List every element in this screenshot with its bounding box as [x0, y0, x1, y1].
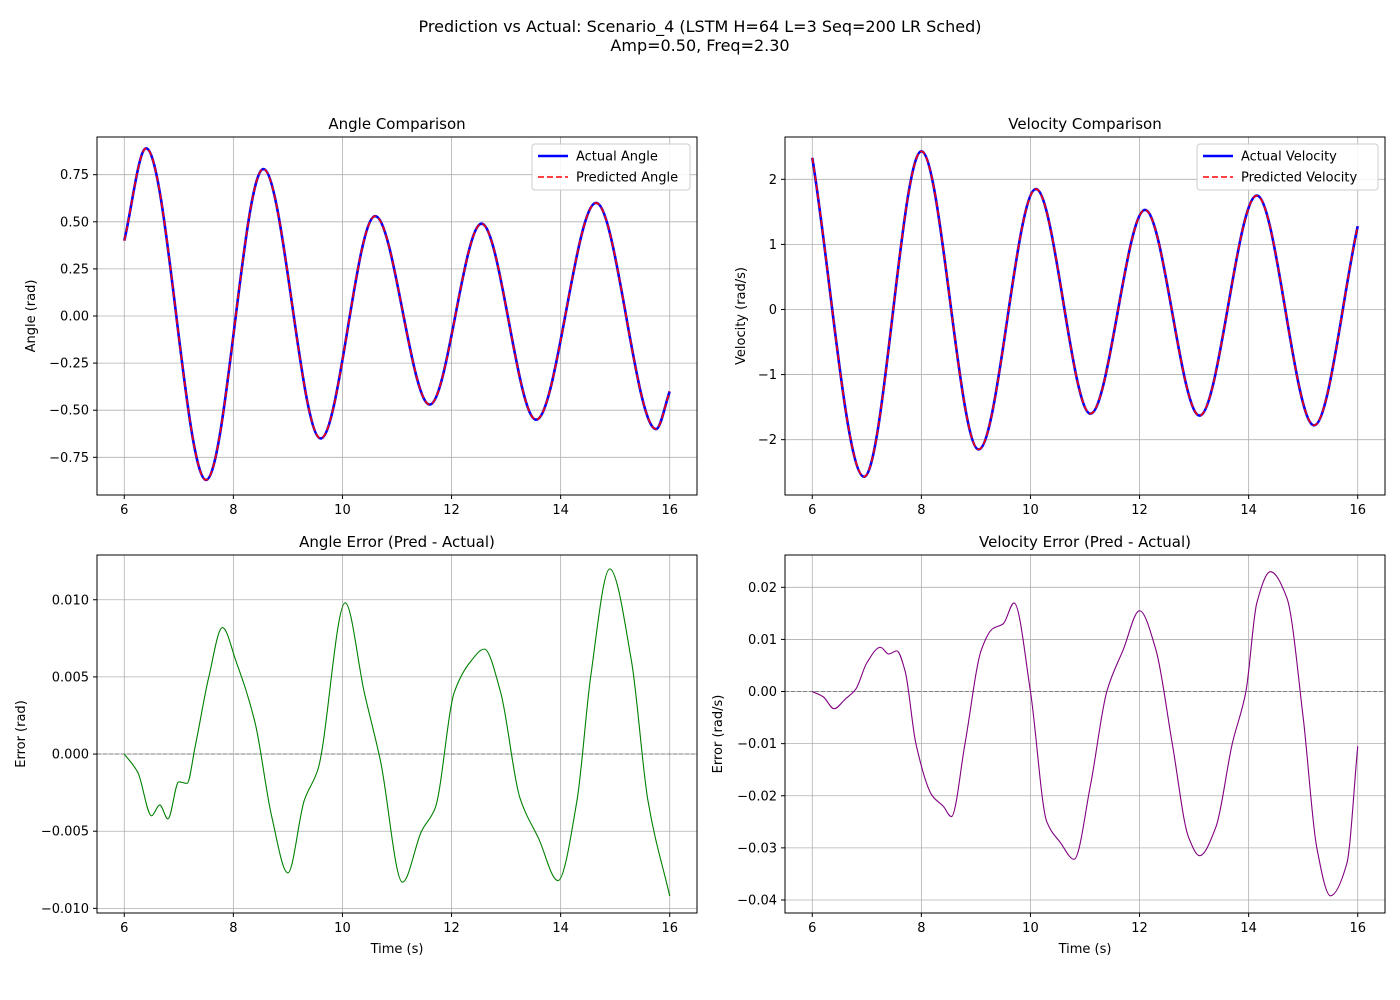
angle_error-x-tick-label: 8: [229, 921, 237, 936]
angle-y-tick-label: −0.75: [49, 451, 89, 466]
velocity_error-axes-frame: [784, 554, 1386, 914]
angle-panel-title: Angle Comparison: [328, 115, 465, 133]
velocity-x-tick-label: 12: [1131, 503, 1148, 518]
angle_error-x-axis-label: Time (s): [370, 942, 424, 957]
velocity-x-tick-label: 6: [808, 503, 816, 518]
velocity_error-x-tick-label: 14: [1240, 921, 1257, 936]
velocity-x-tick-label: 8: [917, 503, 925, 518]
velocity-y-axis-label: Velocity (rad/s): [734, 267, 749, 365]
angle-x-tick-label: 8: [229, 503, 237, 518]
velocity-plot-area: [785, 137, 1385, 495]
velocity_error-y-tick-label: −0.03: [737, 841, 777, 856]
figure-title-line-2: Amp=0.50, Freq=2.30: [610, 36, 789, 55]
velocity-legend: [1196, 143, 1379, 191]
velocity-error-panel: 6 8 10 12 14 16 −0.04 −0.03 −0.02 −0.01 0.00 0.01 0.…: [711, 533, 1386, 957]
angle_error-x-tick-label: 10: [334, 921, 351, 936]
velocity_error-y-tick-label: −0.02: [737, 789, 777, 804]
velocity-y-tick-label: −1: [758, 368, 777, 383]
velocity_error-y-tick-label: −0.04: [737, 893, 777, 908]
angle_error-series-line: [123, 568, 671, 897]
angle_error-axes-frame: [96, 554, 698, 914]
angle-y-tick-label: −0.50: [49, 404, 89, 419]
angle_error-y-tick-label: 0.005: [52, 670, 89, 685]
angle_error-y-axis-label: Error (rad): [14, 700, 29, 768]
angle-x-tick-label: 6: [120, 503, 128, 518]
velocity-y-tick-label: −2: [758, 433, 777, 448]
velocity-x-tick-label: 16: [1349, 503, 1366, 518]
velocity_error-x-axis-label: Time (s): [1058, 942, 1112, 957]
angle_error-y-tick-label: 0.010: [52, 593, 89, 608]
velocity_error-panel-title: Velocity Error (Pred - Actual): [979, 533, 1191, 551]
velocity_error-y-tick-label: 0.02: [748, 581, 777, 596]
angle-comparison-panel: 6 8 10 12 14 16 −0.75 −0.50 −0.25 0.00 0.25 0.50 0.7…: [24, 115, 698, 518]
angle_error-y-tick-label: 0.000: [52, 748, 89, 763]
angle-x-tick-label: 16: [661, 503, 678, 518]
angle-y-axis-label: Angle (rad): [24, 280, 39, 353]
velocity_error-series-line: [812, 571, 1359, 897]
velocity-y-tick-label: 1: [769, 238, 777, 253]
velocity-legend-label: Actual Velocity: [1241, 150, 1337, 165]
angle-error-panel: 6 8 10 12 14 16 −0.010 −0.005 0.000 0.005 0.010 Ang…: [14, 533, 698, 957]
figure-title-line-1: Prediction vs Actual: Scenario_4 (LSTM H…: [419, 17, 982, 37]
angle_error-x-tick-label: 12: [443, 921, 460, 936]
velocity-axes-frame: [784, 136, 1386, 496]
velocity_error-x-tick-label: 10: [1022, 921, 1039, 936]
angle-x-tick-label: 10: [334, 503, 351, 518]
angle_error-x-tick-label: 6: [120, 921, 128, 936]
angle-legend: [531, 143, 691, 191]
angle_error-plot-area: [97, 555, 697, 913]
angle-y-tick-label: 0.25: [60, 262, 89, 277]
velocity_error-plot-area: [785, 555, 1385, 913]
velocity-x-tick-label: 10: [1022, 503, 1039, 518]
angle-y-tick-label: −0.25: [49, 357, 89, 372]
velocity-x-tick-label: 14: [1240, 503, 1257, 518]
angle_error-y-tick-label: −0.010: [41, 902, 89, 917]
velocity-series-predicted-velocity: [811, 150, 1359, 478]
angle_error-y-tick-label: −0.005: [41, 825, 89, 840]
velocity_error-x-tick-label: 16: [1349, 921, 1366, 936]
velocity_error-y-tick-label: 0.00: [748, 685, 777, 700]
velocity_error-y-tick-label: −0.01: [737, 737, 777, 752]
angle-legend-label: Actual Angle: [576, 150, 658, 165]
angle-legend-label: Predicted Angle: [576, 171, 678, 186]
angle_error-panel-title: Angle Error (Pred - Actual): [299, 533, 495, 551]
angle_error-x-tick-label: 16: [661, 921, 678, 936]
angle-x-tick-label: 14: [552, 503, 569, 518]
velocity-panel-title: Velocity Comparison: [1008, 115, 1161, 133]
angle-x-tick-label: 12: [443, 503, 460, 518]
velocity_error-y-tick-label: 0.01: [748, 633, 777, 648]
velocity_error-x-tick-label: 8: [917, 921, 925, 936]
angle-y-tick-label: 0.75: [60, 168, 89, 183]
angle-y-tick-label: 0.00: [60, 310, 89, 325]
velocity_error-y-axis-label: Error (rad/s): [711, 695, 726, 774]
velocity_error-x-tick-label: 12: [1131, 921, 1148, 936]
velocity-y-tick-label: 2: [769, 173, 777, 188]
angle_error-x-tick-label: 14: [552, 921, 569, 936]
angle-series-predicted-angle: [123, 147, 671, 481]
velocity-legend-label: Predicted Velocity: [1241, 171, 1357, 186]
velocity-y-tick-label: 0: [769, 303, 777, 318]
angle-y-tick-label: 0.50: [60, 215, 89, 230]
velocity_error-x-tick-label: 6: [808, 921, 816, 936]
